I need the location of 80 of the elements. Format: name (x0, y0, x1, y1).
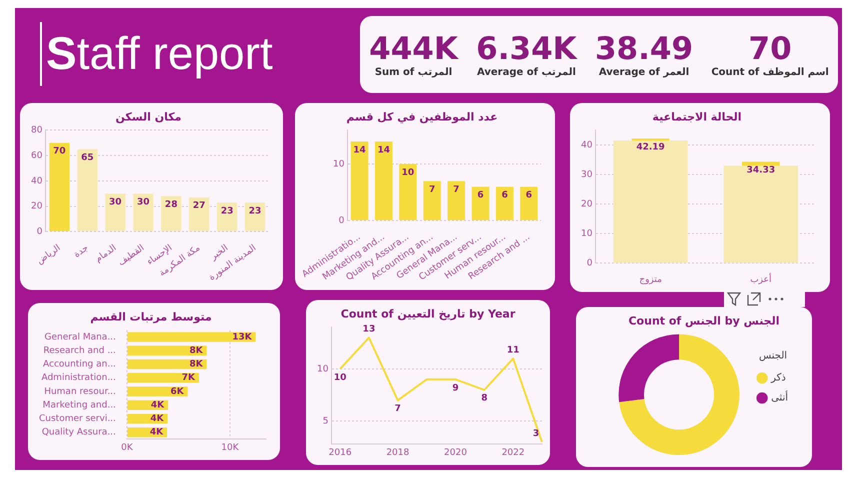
y-tick-label: Quality Assura... (42, 428, 116, 438)
text: 70 (748, 31, 792, 67)
text: 6.34K (476, 31, 577, 67)
category-label: Count of اسم الموظف (711, 67, 829, 78)
chart-title: عدد الموظفين في كل قسم (346, 110, 498, 124)
category-label: Average of العمر (598, 67, 690, 78)
y-tick-label: Marketing and... (42, 400, 116, 410)
data-label: 23 (220, 206, 234, 216)
y-tick-label: 0 (338, 216, 345, 226)
legend-title: الجنس (759, 350, 788, 362)
data-label: 6 (477, 190, 484, 201)
data-label: 4K (150, 400, 166, 410)
data-label: 70 (53, 146, 66, 157)
data-label: 27 (192, 201, 206, 212)
x-tick-label: 0K (121, 442, 134, 453)
y-tick-label: Research and ... (43, 346, 116, 356)
y-tick-label: 5 (322, 416, 328, 427)
data-label: 6 (502, 190, 508, 201)
legend-label: أنثى (771, 390, 788, 404)
x-tick-label: الرياض (35, 243, 62, 267)
x-tick-label: متزوج (639, 274, 662, 285)
chart-title: متوسط مرتبات القسم (90, 310, 212, 324)
x-tick-label: 10K (221, 442, 240, 453)
y-tick-label: 10 (581, 228, 593, 239)
data-label: 13 (362, 324, 376, 334)
data-label: 14 (377, 145, 390, 156)
y-tick-label: 20 (31, 202, 43, 212)
y-tick-label: 0 (586, 258, 593, 269)
y-tick-label: Accounting an... (42, 360, 116, 370)
data-label: 28 (164, 200, 178, 210)
data-label: 7 (453, 184, 460, 195)
x-tick-label: 2022 (502, 448, 525, 458)
text: Staff report (40, 22, 273, 86)
x-tick-label: القطيف (116, 243, 146, 268)
data-label: 4K (150, 428, 164, 438)
data-label: 8 (481, 394, 488, 404)
text: 444K (369, 31, 458, 67)
y-tick-label: General Mana... (44, 332, 116, 342)
x-tick-label: 2016 (328, 448, 352, 458)
data-label: 6 (526, 190, 532, 201)
y-tick-label: 20 (581, 199, 593, 210)
data-label: 8K (190, 360, 204, 370)
chart-title: Count of تاريخ التعيين by Year (340, 307, 516, 320)
y-tick-label: Customer servi... (38, 414, 116, 424)
y-tick-label: 60 (31, 150, 43, 161)
category-label: Sum of المرتب (374, 67, 454, 78)
data-label: 7 (394, 404, 401, 414)
x-tick-label: جدة (72, 243, 90, 260)
data-label: 65 (81, 153, 94, 164)
x-tick-label: الدمام (94, 243, 118, 265)
category-label: Average of المرتب (476, 67, 577, 78)
data-label: 6K (170, 386, 185, 397)
data-label: 7 (428, 184, 436, 195)
y-tick-label: 40 (581, 140, 593, 150)
text: 38.49 (594, 31, 694, 67)
x-tick-label: 2018 (386, 448, 410, 458)
data-label: 42.19 (636, 142, 665, 152)
chart-title: Count of الجنس by الجنس (628, 314, 780, 328)
data-label: 30 (136, 197, 150, 208)
chart-title: مكان السكن (116, 110, 182, 124)
data-label: 14 (353, 145, 366, 156)
data-label: 23 (248, 206, 262, 216)
y-tick-label: 80 (31, 126, 43, 136)
legend-label: ذكر (770, 372, 786, 384)
data-label: 4K (150, 414, 165, 424)
x-tick-label: أعزب (750, 272, 772, 285)
y-tick-label: 40 (31, 176, 43, 186)
data-label: 9 (452, 383, 459, 394)
chart-title: الحالة الاجتماعية (652, 110, 742, 124)
data-label: 8K (190, 346, 204, 356)
data-label: 7K (182, 373, 196, 384)
data-label: 11 (506, 345, 520, 356)
x-tick-label: 2020 (444, 448, 468, 458)
y-tick-label: 30 (581, 170, 593, 180)
data-label: 10 (402, 168, 414, 178)
y-tick-label: Human resour... (44, 386, 116, 397)
data-label: 3 (532, 428, 540, 439)
y-tick-label: Administration... (41, 373, 116, 384)
data-label: 13K (232, 332, 253, 342)
y-tick-label: 0 (36, 226, 43, 237)
